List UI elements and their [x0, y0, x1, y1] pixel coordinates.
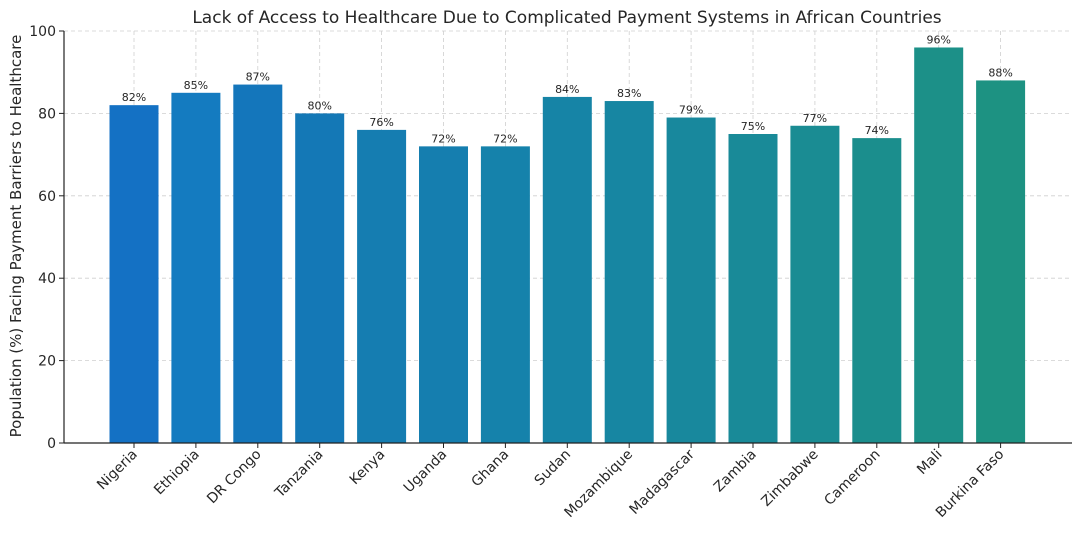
- x-tick-label: Ghana: [469, 447, 513, 491]
- bar-zimbabwe: [790, 125, 840, 443]
- x-tick-label: Ethiopia: [151, 447, 203, 499]
- bar-kenya: [357, 129, 407, 443]
- data-label: 72%: [431, 132, 455, 145]
- bar-sudan: [542, 96, 592, 444]
- bar-mozambique: [604, 101, 654, 443]
- data-label: 88%: [988, 66, 1012, 79]
- y-tick-label: 40: [38, 271, 56, 287]
- bar-zambia: [728, 134, 778, 443]
- data-label: 80%: [307, 99, 331, 112]
- bar-uganda: [419, 146, 468, 444]
- data-label: 85%: [184, 79, 208, 92]
- x-tick-label: Nigeria: [94, 447, 141, 494]
- x-tick-label: Zambia: [711, 447, 760, 496]
- y-tick-label: 80: [38, 106, 56, 122]
- data-label: 77%: [803, 112, 827, 125]
- data-label: 84%: [555, 83, 579, 96]
- x-tick-label: Sudan: [532, 447, 575, 490]
- bar-ghana: [480, 146, 530, 444]
- y-axis-ticks: 0 20 40 60 80 100: [29, 24, 64, 452]
- y-tick-label: 60: [38, 189, 56, 205]
- value-labels: 82% 85% 87% 80% 76% 72% 72% 84% 83% 79% 75% 77% 74% 9…: [122, 33, 1013, 145]
- y-tick-label: 0: [47, 436, 56, 452]
- y-axis-label: Population (%) Facing Payment Barriers t…: [7, 35, 25, 438]
- data-label: 82%: [122, 91, 146, 104]
- data-label: 79%: [679, 104, 703, 117]
- bar-ethiopia: [171, 92, 221, 444]
- bar-dr-congo: [233, 84, 283, 443]
- x-tick-label: Madagascar: [627, 446, 699, 518]
- data-label: 83%: [617, 87, 641, 100]
- data-label: 76%: [369, 116, 393, 129]
- x-tick-label: Tanzania: [271, 447, 326, 502]
- x-tick-label: Kenya: [347, 447, 389, 489]
- axes: [63, 31, 1072, 444]
- x-tick-label: Cameroon: [821, 447, 883, 509]
- bar-madagascar: [666, 117, 716, 444]
- x-tick-label: Mali: [914, 447, 945, 478]
- bar-cameroon: [852, 138, 902, 443]
- y-tick-label: 20: [38, 354, 56, 370]
- chart-title: Lack of Access to Healthcare Due to Comp…: [192, 8, 941, 28]
- bar-mali: [914, 47, 964, 443]
- y-tick-label: 100: [29, 24, 56, 40]
- bar-tanzania: [295, 113, 345, 444]
- data-label: 87%: [246, 71, 270, 84]
- x-axis-ticks: Nigeria Ethiopia DR Congo Tanzania Kenya Ugan…: [94, 443, 1007, 521]
- x-tick-label: DR Congo: [204, 447, 265, 508]
- data-label: 74%: [865, 124, 889, 137]
- x-tick-label: Uganda: [401, 447, 451, 497]
- bar-nigeria: [109, 105, 159, 443]
- x-tick-label: Zimbabwe: [758, 447, 821, 510]
- data-label: 72%: [493, 132, 517, 145]
- data-label: 96%: [926, 33, 950, 46]
- data-label: 75%: [741, 120, 765, 133]
- bars: [109, 47, 1026, 444]
- bar-burkina-faso: [976, 80, 1026, 443]
